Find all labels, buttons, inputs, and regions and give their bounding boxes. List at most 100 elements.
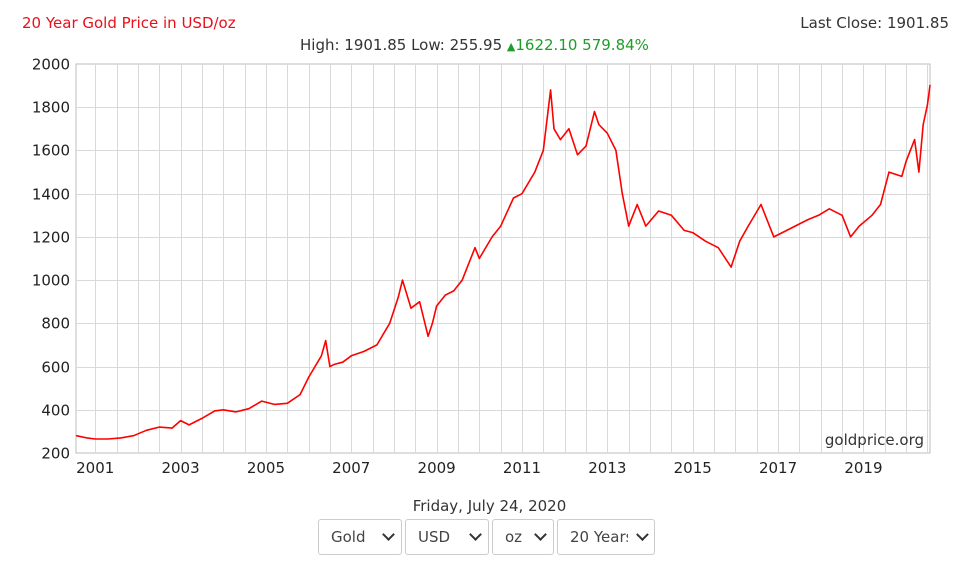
price-point bbox=[427, 335, 429, 337]
price-point bbox=[918, 171, 920, 173]
price-point bbox=[248, 408, 250, 410]
price-point bbox=[363, 350, 365, 353]
price-point bbox=[549, 89, 552, 91]
price-point bbox=[645, 225, 647, 227]
price-point bbox=[858, 225, 860, 227]
price-point bbox=[717, 247, 719, 249]
price-point bbox=[461, 279, 463, 281]
price-point bbox=[807, 219, 809, 221]
unit-select[interactable]: oz bbox=[492, 519, 554, 555]
price-point bbox=[307, 376, 310, 378]
price-stats: High: 1901.85 Low: 255.95 ▲1622.10 579.8… bbox=[300, 36, 649, 54]
metal-select[interactable]: Gold bbox=[318, 519, 402, 555]
price-point bbox=[86, 437, 88, 439]
price-point bbox=[628, 225, 630, 227]
price-point bbox=[500, 225, 502, 227]
currency-select-value: USD bbox=[418, 528, 451, 546]
y-tick-label: 1800 bbox=[32, 99, 70, 117]
plot-area bbox=[75, 63, 931, 454]
price-point bbox=[201, 417, 203, 420]
price-point bbox=[94, 438, 96, 440]
y-tick-label: 800 bbox=[41, 315, 70, 333]
price-point bbox=[841, 214, 843, 216]
price-point bbox=[235, 411, 237, 413]
range-select[interactable]: 20 Years bbox=[557, 519, 655, 555]
price-point bbox=[273, 403, 276, 405]
price-point bbox=[828, 208, 830, 210]
price-point bbox=[598, 123, 600, 126]
x-tick-label: 2017 bbox=[759, 459, 797, 477]
price-point bbox=[621, 193, 623, 195]
price-point bbox=[929, 84, 931, 86]
price-point bbox=[850, 236, 852, 238]
price-point bbox=[133, 435, 135, 437]
y-tick-label: 1600 bbox=[32, 142, 70, 160]
price-point bbox=[542, 149, 544, 152]
price-point bbox=[922, 123, 924, 126]
price-point bbox=[453, 290, 455, 292]
price-point bbox=[261, 400, 263, 402]
high-low-label: High: 1901.85 Low: 255.95 bbox=[300, 36, 503, 54]
price-point bbox=[636, 203, 638, 206]
last-close-label: Last Close: 1901.85 bbox=[800, 14, 949, 32]
price-point bbox=[739, 240, 741, 242]
price-point bbox=[606, 132, 608, 134]
unit-select-value: oz bbox=[505, 528, 523, 546]
currency-select[interactable]: USD bbox=[405, 519, 489, 555]
price-point bbox=[879, 203, 882, 206]
price-point bbox=[657, 210, 660, 212]
chevron-down-icon bbox=[469, 528, 482, 541]
price-point bbox=[747, 225, 749, 227]
chevron-down-icon bbox=[382, 528, 395, 541]
price-point bbox=[436, 305, 438, 307]
price-point bbox=[521, 193, 523, 195]
price-point bbox=[286, 402, 288, 404]
watermark: goldprice.org bbox=[825, 431, 924, 449]
x-tick-label: 2015 bbox=[674, 459, 712, 477]
y-tick-label: 1400 bbox=[32, 186, 70, 204]
price-point bbox=[888, 171, 890, 173]
price-point bbox=[773, 236, 775, 238]
price-point bbox=[120, 437, 122, 439]
range-select-value: 20 Years bbox=[570, 528, 628, 546]
price-point bbox=[179, 419, 182, 422]
price-point bbox=[376, 344, 378, 346]
y-tick-label: 1000 bbox=[32, 272, 70, 290]
price-point bbox=[171, 427, 173, 429]
price-point bbox=[760, 203, 762, 206]
price-chart: 200 400 600 800 1000 1200 1400 1600 1800 2000 2001… bbox=[32, 56, 931, 477]
y-tick-label: 400 bbox=[41, 402, 70, 420]
price-point bbox=[576, 154, 579, 156]
x-tick-label: 2003 bbox=[161, 459, 199, 477]
x-tick-label: 2009 bbox=[418, 459, 456, 477]
x-tick-label: 2013 bbox=[588, 459, 626, 477]
price-point bbox=[329, 365, 331, 368]
price-point bbox=[214, 410, 216, 412]
x-tick-label: 2019 bbox=[844, 459, 882, 477]
price-point bbox=[342, 361, 344, 363]
price-point bbox=[901, 175, 903, 177]
price-point bbox=[926, 104, 929, 106]
price-point bbox=[222, 409, 224, 411]
price-point bbox=[418, 301, 421, 303]
price-point bbox=[692, 231, 694, 234]
chart-date: Friday, July 24, 2020 bbox=[412, 497, 567, 515]
price-point bbox=[905, 160, 907, 162]
price-point bbox=[107, 438, 109, 440]
price-point bbox=[401, 279, 404, 281]
x-tick-label: 2005 bbox=[247, 459, 285, 477]
change-label: 1622.10 579.84% bbox=[515, 36, 649, 54]
x-tick-label: 2001 bbox=[76, 459, 114, 477]
price-point bbox=[871, 214, 873, 216]
price-point bbox=[615, 149, 617, 152]
metal-select-value: Gold bbox=[331, 528, 366, 546]
price-point bbox=[474, 247, 476, 249]
price-point bbox=[325, 340, 327, 342]
price-point bbox=[389, 322, 391, 324]
x-tick-label: 2011 bbox=[503, 459, 541, 477]
y-tick-label: 2000 bbox=[32, 56, 70, 74]
chart-controls: Gold USD oz 20 Years bbox=[318, 519, 655, 555]
price-point bbox=[670, 214, 672, 216]
x-tick-label: 2007 bbox=[332, 459, 370, 477]
price-point bbox=[818, 214, 820, 216]
